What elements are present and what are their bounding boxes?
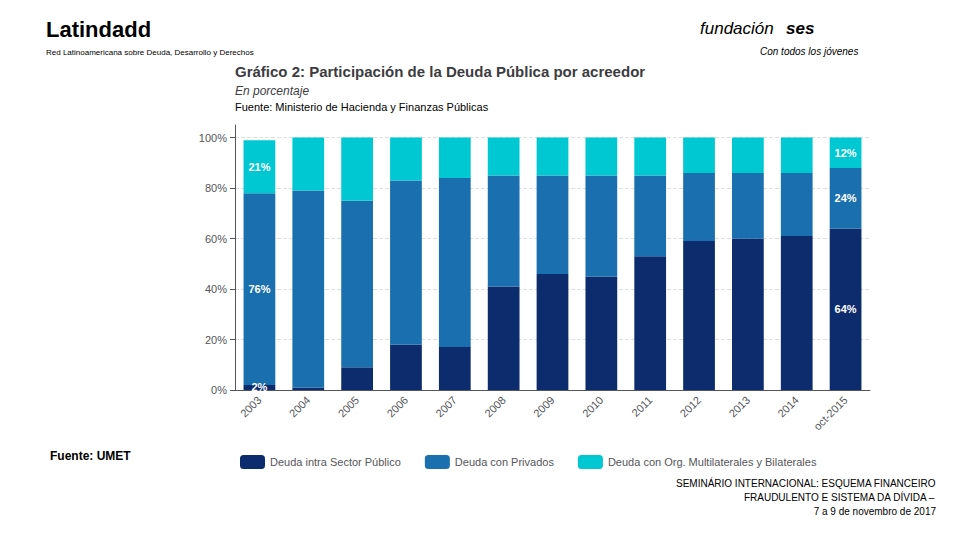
svg-text:7 a 9 de novembro de 2017: 7 a 9 de novembro de 2017: [814, 506, 937, 517]
svg-text:40%: 40%: [205, 283, 227, 295]
svg-text:Gráfico 2: Participación de la: Gráfico 2: Participación de la Deuda Púb…: [235, 63, 645, 80]
svg-text:Deuda intra Sector Público: Deuda intra Sector Público: [270, 456, 401, 468]
svg-text:SEMINÁRIO INTERNACIONAL: ESQUE: SEMINÁRIO INTERNACIONAL: ESQUEMA FINANCE…: [676, 477, 936, 489]
svg-text:2013: 2013: [726, 394, 752, 420]
svg-text:2%: 2%: [251, 381, 267, 393]
svg-text:2006: 2006: [384, 394, 410, 420]
svg-text:24%: 24%: [835, 192, 857, 204]
svg-text:oct-2015: oct-2015: [811, 394, 850, 433]
svg-text:Red Latinoamericana sobre Deud: Red Latinoamericana sobre Deuda, Desarro…: [46, 48, 254, 57]
svg-text:76%: 76%: [248, 283, 270, 295]
svg-text:2012: 2012: [678, 394, 704, 420]
svg-text:21%: 21%: [248, 161, 270, 173]
svg-text:Latindadd: Latindadd: [46, 17, 151, 42]
svg-text:2011: 2011: [629, 394, 654, 419]
svg-text:Deuda con Org. Multilaterales: Deuda con Org. Multilaterales y Bilatera…: [608, 456, 817, 468]
svg-text:ses: ses: [786, 19, 814, 38]
svg-text:Fuente: Ministerio de Hacienda: Fuente: Ministerio de Hacienda y Finanza…: [235, 101, 489, 113]
svg-text:Deuda con Privados: Deuda con Privados: [455, 456, 555, 468]
svg-text:2010: 2010: [580, 394, 606, 420]
svg-text:2007: 2007: [433, 394, 459, 420]
svg-text:12%: 12%: [835, 147, 857, 159]
svg-text:En porcentaje: En porcentaje: [235, 84, 309, 98]
svg-text:60%: 60%: [205, 233, 227, 245]
svg-text:2008: 2008: [482, 394, 508, 420]
svg-text:fundación: fundación: [700, 19, 774, 38]
svg-text:0%: 0%: [211, 384, 227, 396]
svg-text:FRAUDULENTO E SISTEMA DA DÍVID: FRAUDULENTO E SISTEMA DA DÍVIDA –: [744, 491, 935, 503]
svg-text:2014: 2014: [775, 394, 801, 420]
svg-text:Fuente: UMET: Fuente: UMET: [50, 449, 131, 463]
svg-text:Con todos los jóvenes: Con todos los jóvenes: [760, 46, 858, 57]
svg-text:2005: 2005: [336, 394, 362, 420]
svg-text:20%: 20%: [205, 334, 227, 346]
svg-text:2003: 2003: [238, 394, 264, 420]
svg-text:100%: 100%: [199, 132, 227, 144]
svg-text:2009: 2009: [531, 394, 557, 420]
svg-text:64%: 64%: [835, 303, 857, 315]
svg-text:80%: 80%: [205, 182, 227, 194]
svg-text:2004: 2004: [287, 394, 313, 420]
